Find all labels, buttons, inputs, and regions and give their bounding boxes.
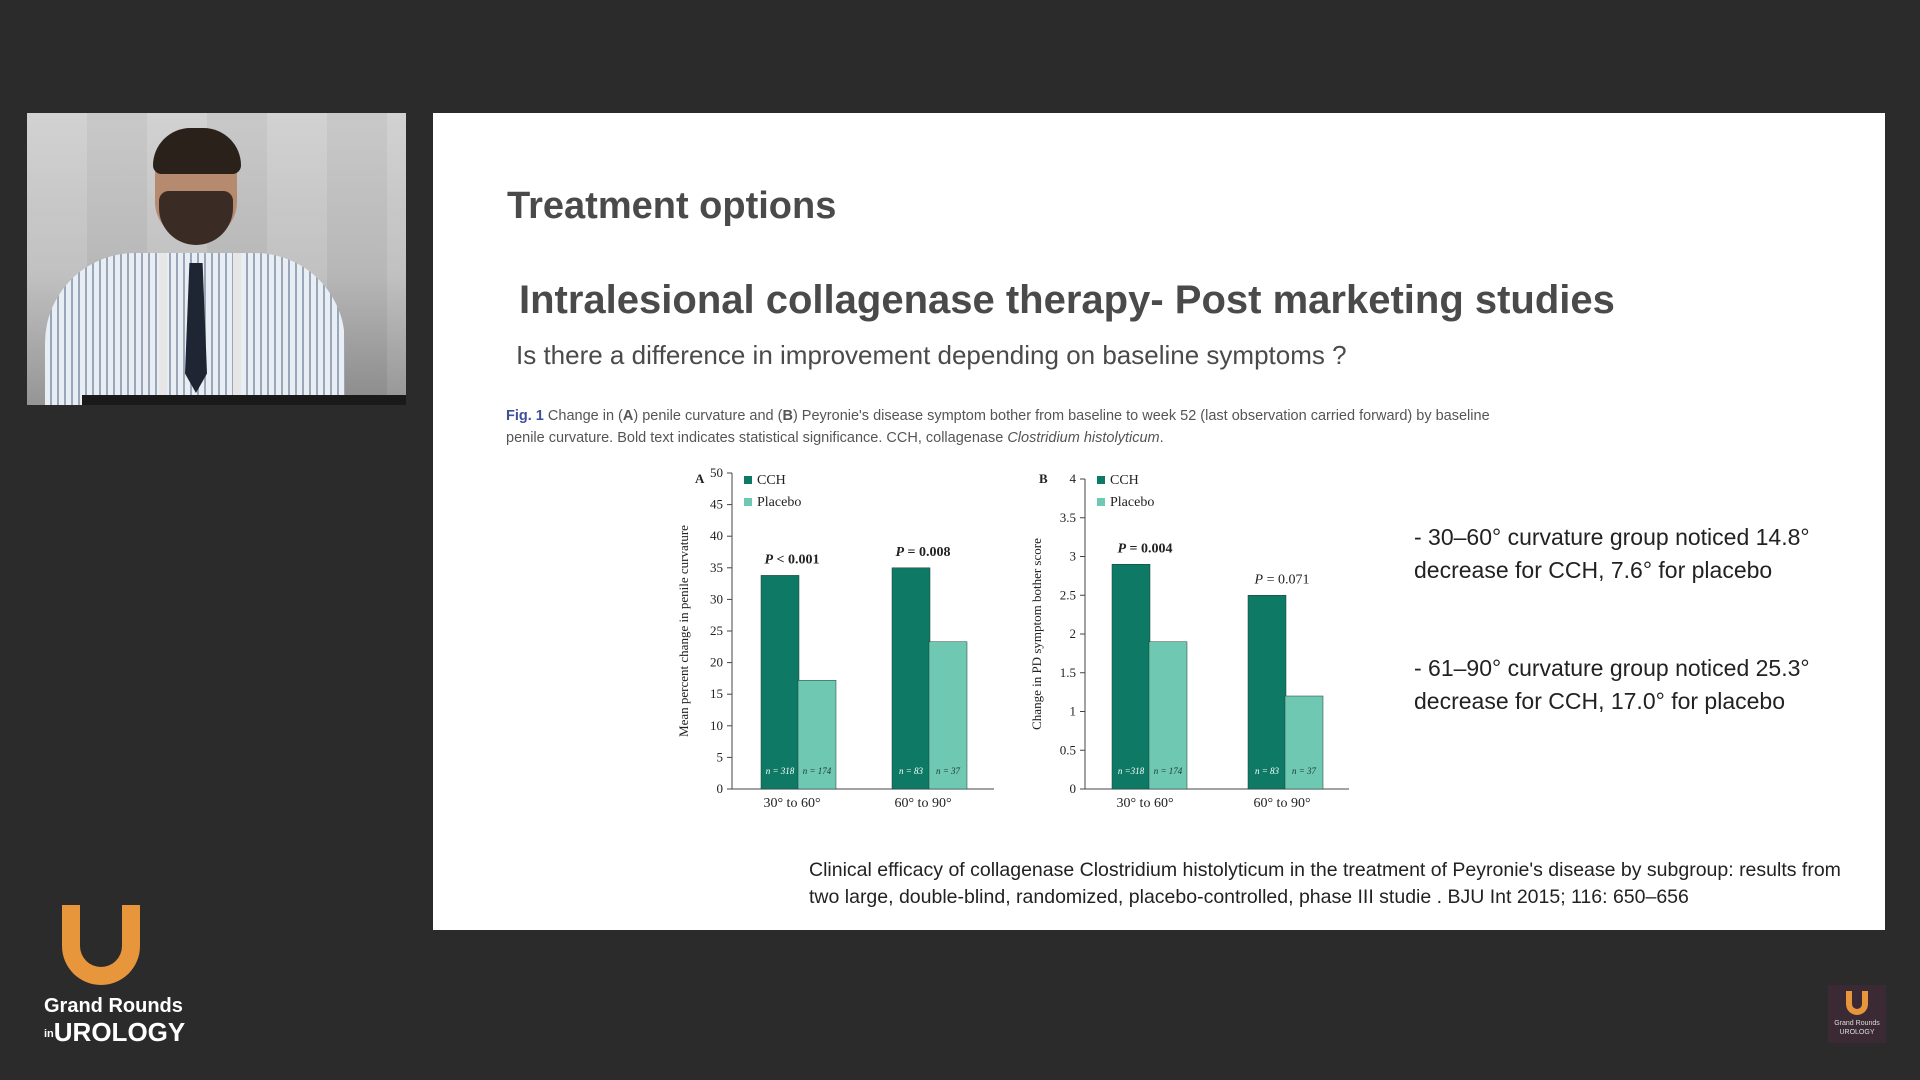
caption-text-1: Change in ( [543, 408, 623, 424]
chart-B-x-tick-label: 30° to 60° [1116, 796, 1173, 811]
chart-A-y-axis-label: Mean percent change in penile curvature [676, 525, 691, 737]
chart-A-panel-label: A [695, 471, 705, 486]
chart-B-x-tick-label: 60° to 90° [1253, 796, 1310, 811]
slide-question: Is there a difference in improvement dep… [516, 340, 1347, 370]
p-value-number: = 0.008 [904, 545, 950, 560]
chart-B-y-tick-label: 1.5 [1060, 665, 1076, 680]
chart-A-y-tick-label: 45 [710, 497, 723, 512]
chart-A-legend-swatch-placebo [744, 498, 752, 506]
chart-A-legend-swatch-cch [744, 476, 752, 484]
bullet-2: - 61–90° curvature group noticed 25.3° d… [1414, 655, 1810, 714]
mini-logo-text: Grand Rounds UROLOGY [1828, 1019, 1886, 1037]
chart-B-y-tick-label: 0.5 [1060, 742, 1076, 757]
citation-reference: Clinical efficacy of collagenase Clostri… [809, 859, 1841, 908]
chart-B-n-label: n = 83 [1255, 766, 1280, 776]
caption-end: . [1159, 430, 1164, 446]
chart-A-n-label: n = 37 [936, 766, 961, 776]
chart-B-y-tick-label: 2 [1070, 626, 1077, 641]
lanyard-right [233, 253, 241, 403]
chart-A-p-value: P < 0.001 [764, 552, 819, 567]
logo-u-icon [62, 905, 140, 985]
chart-B-legend-swatch-cch [1097, 476, 1105, 484]
podium [82, 395, 406, 405]
grand-rounds-logo: Grand Rounds inUROLOGY [40, 905, 185, 1047]
presentation-slide: Treatment options Intralesional collagen… [433, 113, 1885, 930]
chart-A-n-label: n = 174 [803, 766, 832, 776]
chart-B-bar-cch [1111, 564, 1151, 790]
chart-B-y-axis-label: Change in PD symptom bother score [1029, 538, 1044, 730]
chart-A-bar-placebo [797, 680, 837, 790]
chart-B-bar-placebo [1284, 695, 1324, 790]
p-value-symbol: P [895, 545, 904, 560]
speaker-tie [185, 263, 207, 393]
speaker-hair [153, 128, 241, 174]
chart-B-n-label: n = 174 [1154, 766, 1183, 776]
p-value-symbol: P [1254, 572, 1264, 587]
chart-A-y-tick-label: 0 [717, 781, 724, 796]
logo-line-1: Grand Rounds [44, 995, 183, 1017]
caption-text-2: ) penile curvature and ( [633, 408, 783, 424]
speaker-video [27, 113, 406, 405]
caption-panel-a: A [622, 408, 634, 424]
p-value-number: = 0.004 [1126, 541, 1172, 556]
mini-logo-u-icon [1846, 991, 1868, 1015]
chart-B-n-label: n =318 [1118, 766, 1145, 776]
slide-subtitle: Intralesional collagenase therapy- Post … [519, 278, 1615, 322]
chart-A-y-tick-label: 40 [710, 528, 723, 543]
chart-B-legend-label-cch: CCH [1110, 473, 1139, 488]
slide-title: Treatment options [507, 185, 837, 227]
mini-logo-line-2: UROLOGY [1839, 1029, 1875, 1036]
chart-B-y-tick-label: 3.5 [1060, 510, 1076, 525]
chart-A-n-label: n = 318 [766, 766, 795, 776]
chart-A-bar-placebo [928, 641, 968, 790]
figure-label: Fig. 1 [506, 408, 544, 424]
chart-A-y-tick-label: 50 [710, 465, 723, 480]
chart-A-y-tick-label: 5 [717, 749, 724, 764]
chart-B-legend-swatch-placebo [1097, 498, 1105, 506]
chart-A-x-tick-label: 60° to 90° [894, 796, 951, 811]
figure-caption: Fig. 1 Change in (A) penile curvature an… [506, 405, 1506, 449]
chart-A-legend-label-cch: CCH [757, 473, 786, 488]
chart-A-y-tick-label: 25 [710, 623, 723, 638]
chart-A-y-tick-label: 10 [710, 718, 723, 733]
caption-text-3: ) Peyronie's disease symptom bother from… [506, 408, 1490, 446]
p-value-number: = 0.071 [1263, 572, 1309, 587]
chart-A-y-tick-label: 30 [710, 591, 723, 606]
p-value-symbol: P [1117, 541, 1126, 556]
chart-B-y-tick-label: 2.5 [1060, 587, 1076, 602]
chart-A-bar-cch [760, 575, 800, 790]
chart-B-panel-label: B [1039, 471, 1048, 486]
mini-logo-line-1: Grand Rounds [1834, 1020, 1880, 1027]
chart-B-n-label: n = 37 [1292, 766, 1317, 776]
p-value-symbol: P [764, 552, 773, 567]
chart-B-y-tick-label: 3 [1070, 549, 1077, 564]
mini-logo-watermark: Grand Rounds UROLOGY [1828, 985, 1886, 1043]
chart-B-y-tick-label: 4 [1070, 471, 1077, 486]
p-value-number: < 0.001 [773, 552, 819, 567]
chart-A-bar-cch [891, 567, 931, 790]
chart-A-x-tick-label: 30° to 60° [763, 796, 820, 811]
chart-B-y-tick-label: 1 [1070, 704, 1077, 719]
chart-B-legend-label-placebo: Placebo [1110, 495, 1154, 510]
chart-B-p-value: P = 0.004 [1117, 541, 1172, 556]
chart-A-y-tick-label: 35 [710, 560, 723, 575]
caption-italic: Clostridium histolyticum [1007, 430, 1160, 446]
chart-B-bar-placebo [1148, 641, 1188, 790]
chart-B-p-value: P = 0.071 [1254, 572, 1310, 587]
chart-B-y-tick-label: 0 [1070, 781, 1077, 796]
chart-A-p-value: P = 0.008 [895, 545, 950, 560]
chart-A-y-tick-label: 20 [710, 655, 723, 670]
chart-B-bar-cch [1247, 595, 1287, 790]
bullet-1: - 30–60° curvature group noticed 14.8° d… [1414, 524, 1810, 583]
logo-line-2-prefix: in [44, 1028, 54, 1041]
logo-line-2-text: UROLOGY [53, 1017, 186, 1047]
caption-panel-b: B [782, 408, 793, 424]
chart-A-n-label: n = 83 [899, 766, 924, 776]
logo-line-2: inUROLOGY [44, 1017, 186, 1048]
lanyard-left [159, 253, 167, 403]
chart-A-legend-label-placebo: Placebo [757, 495, 801, 510]
chart-A-y-tick-label: 15 [710, 686, 723, 701]
